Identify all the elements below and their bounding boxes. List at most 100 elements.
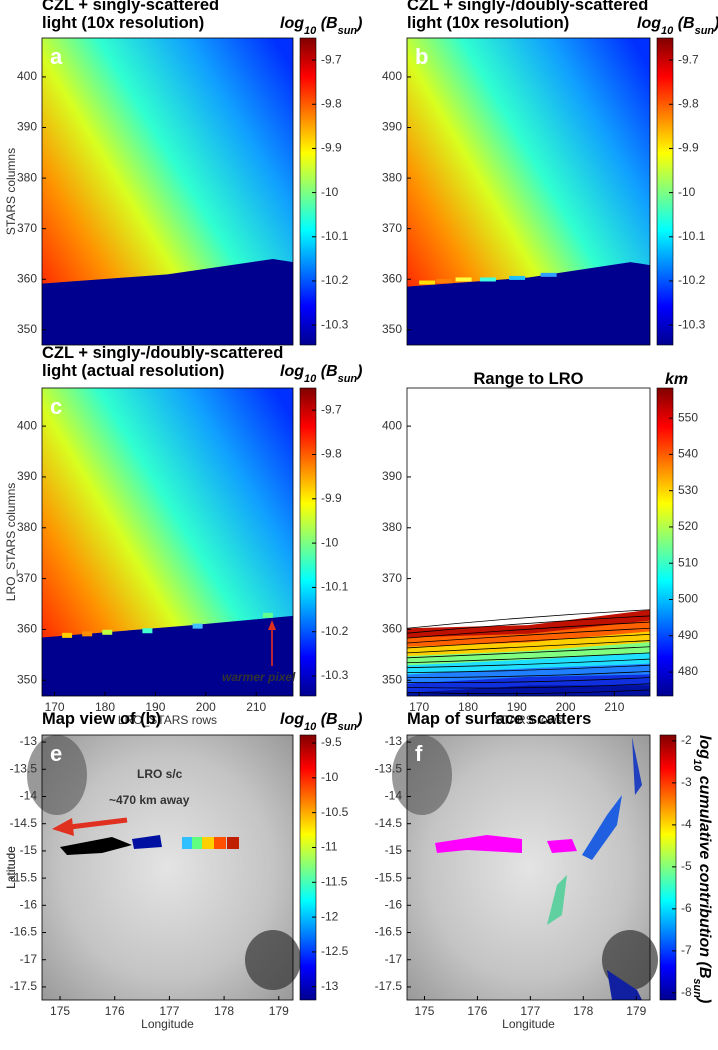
y-tick-label: 350 <box>17 322 37 336</box>
x-tick-label: 178 <box>573 1004 593 1018</box>
y-axis-label: Latitude <box>4 846 18 889</box>
panel-title: Map view of (b) <box>42 710 161 728</box>
panel-letter: e <box>50 741 62 766</box>
image-speck <box>102 629 113 635</box>
y-tick-label: 370 <box>17 221 37 235</box>
image-speck <box>192 623 203 629</box>
image-speck <box>192 837 204 849</box>
x-tick-label: 210 <box>246 700 266 714</box>
image-region <box>607 970 642 1000</box>
y-tick-label: -15.5 <box>375 870 403 884</box>
contour-line <box>406 677 651 684</box>
image-region <box>632 737 642 795</box>
contour-line <box>406 615 651 634</box>
image-region <box>547 839 577 853</box>
y-tick-label: 380 <box>382 520 402 534</box>
y-tick-label: -15.5 <box>10 870 38 884</box>
y-tick-label: -17 <box>20 952 38 966</box>
x-tick-label: 176 <box>105 1004 125 1018</box>
colorbar-tick-label: -10 <box>678 185 696 199</box>
y-tick-label: -17.5 <box>10 979 38 993</box>
contour-line <box>406 689 651 695</box>
y-tick-label: 370 <box>382 221 402 235</box>
y-tick-label: 360 <box>17 622 37 636</box>
colorbar-label-part: log <box>696 735 713 759</box>
colorbar-tick-label: -8 <box>681 985 692 999</box>
y-tick-label: -17 <box>385 952 403 966</box>
plot-frame <box>406 37 651 346</box>
panel-title: light (10x resolution) <box>407 14 569 32</box>
x-tick-label: 180 <box>458 700 478 714</box>
x-tick-label: 178 <box>214 1004 234 1018</box>
colorbar <box>659 734 677 1001</box>
y-tick-label: 380 <box>17 170 37 184</box>
colorbar-tick-label: -10.3 <box>321 317 349 331</box>
panel-title: light (actual resolution) <box>42 362 224 380</box>
colorbar-tick-label: -10.1 <box>321 580 349 594</box>
colorbar-tick-label: 480 <box>678 664 698 678</box>
colorbar-tick-label: 490 <box>678 628 698 642</box>
colorbar-tick-label: -9.8 <box>321 447 342 461</box>
y-tick-label: 390 <box>17 469 37 483</box>
y-tick-label: -13.5 <box>375 761 403 775</box>
colorbar-label-part: ) <box>696 996 713 1003</box>
colorbar-tick-label: -10 <box>321 770 339 784</box>
crater <box>245 930 301 990</box>
colorbar-tick-label: 520 <box>678 519 698 533</box>
colorbar-label-part: ) <box>712 15 718 32</box>
colorbar-tick-label: -9.9 <box>321 491 342 505</box>
arrow-head <box>268 620 276 630</box>
panel-letter: c <box>50 394 62 419</box>
y-axis-label: Latitude <box>4 846 18 889</box>
x-tick-label: 177 <box>159 1004 179 1018</box>
colorbar-label-part: sun <box>338 373 358 385</box>
y-tick-label: 370 <box>382 571 402 585</box>
colorbar-tick-label: -12.5 <box>321 944 349 958</box>
colorbar-tick-label: -5 <box>681 859 692 873</box>
plot-frame <box>406 734 651 1001</box>
y-tick-label: -16 <box>20 897 38 911</box>
y-tick-label: 370 <box>17 571 37 585</box>
colorbar-label-part: (B <box>673 15 694 32</box>
image-speck <box>262 612 273 618</box>
colorbar-tick-label: 510 <box>678 555 698 569</box>
panel-letter: d <box>415 394 428 419</box>
x-axis-label: STARS rows <box>495 713 563 727</box>
y-tick-label: 400 <box>17 418 37 432</box>
y-tick-label: 350 <box>17 672 37 686</box>
colorbar-tick-label: -3 <box>681 775 692 789</box>
colorbar-label-part: 10 <box>691 759 703 772</box>
image-region <box>42 615 293 696</box>
colorbar <box>299 37 317 346</box>
x-tick-label: 175 <box>50 1004 70 1018</box>
colorbar-label-part: ) <box>355 711 362 728</box>
colorbar-label-part: log <box>637 15 661 32</box>
y-tick-label: 390 <box>17 120 37 134</box>
colorbar-tick-label: -9.8 <box>321 96 342 110</box>
colorbar-label-part: log <box>280 711 304 728</box>
contour-line <box>406 664 651 673</box>
colorbar-tick-label: -9.9 <box>321 141 342 155</box>
y-tick-label: 400 <box>382 69 402 83</box>
colorbar-label-part: 10 <box>304 721 317 733</box>
x-tick-label: 190 <box>507 700 527 714</box>
panel-letter: b <box>415 44 428 69</box>
colorbar-tick-label: 530 <box>678 483 698 497</box>
colorbar-tick-label: -10.1 <box>678 229 706 243</box>
x-tick-label: 177 <box>520 1004 540 1018</box>
image-speck <box>142 628 153 634</box>
image-region <box>60 837 132 855</box>
y-tick-label: -17.5 <box>375 979 403 993</box>
colorbar-label-part: ) <box>355 363 362 380</box>
image-region <box>42 259 293 345</box>
y-tick-label: 360 <box>17 271 37 285</box>
colorbar-tick-label: -11 <box>321 840 338 854</box>
colorbar-tick-label: -10.1 <box>321 229 349 243</box>
contour-line <box>406 646 651 659</box>
y-tick-label: -14.5 <box>375 816 403 830</box>
contour-line <box>406 652 651 664</box>
colorbar-tick-label: -7 <box>681 943 692 957</box>
colorbar-tick-label: 500 <box>678 592 698 606</box>
colorbar <box>299 387 317 697</box>
y-axis-label: LRO_STARS columns <box>4 483 18 601</box>
